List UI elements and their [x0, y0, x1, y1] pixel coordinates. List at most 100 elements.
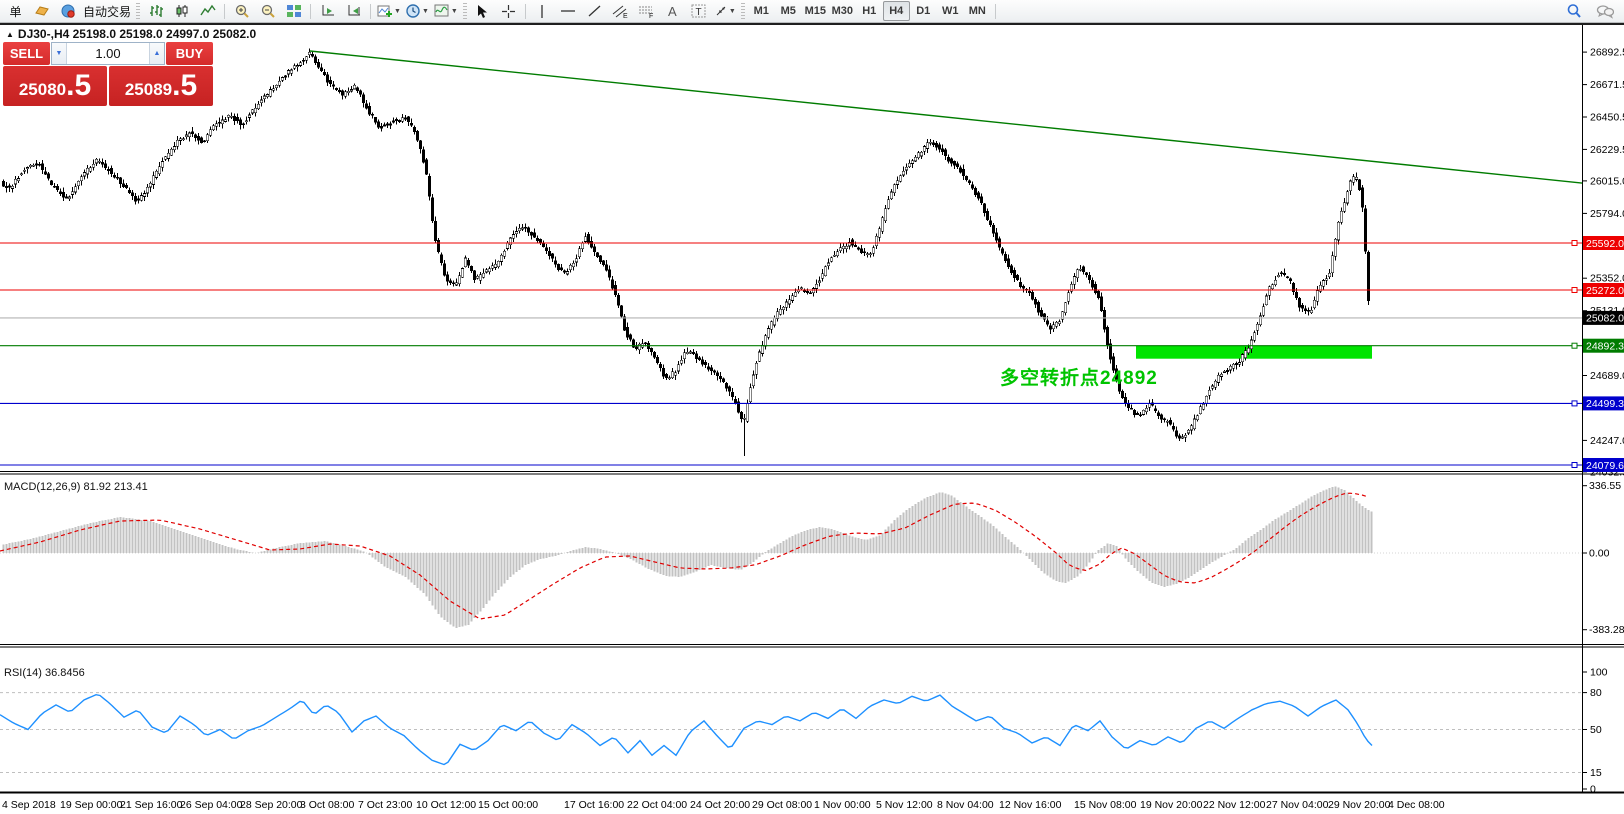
timeframe-mn[interactable]: MN: [968, 5, 986, 17]
toolbar-separator: [310, 3, 312, 19]
svg-text:19 Nov 20:00: 19 Nov 20:00: [1140, 799, 1203, 811]
toolbar-separator: [524, 3, 526, 19]
rsi-indicator-label: RSI(14) 36.8456: [4, 667, 85, 679]
line-handle[interactable]: [1571, 287, 1578, 293]
svg-text:26450.5: 26450.5: [1590, 112, 1624, 124]
channel-letter: E: [623, 13, 628, 19]
autotrading-icon[interactable]: [55, 1, 80, 22]
new-chart-icon[interactable]: ▼: [375, 1, 403, 22]
toolbar-grip: [136, 3, 141, 19]
trendline-tool-icon[interactable]: [582, 1, 607, 22]
macd-histogram: [2, 486, 1373, 628]
svg-text:24689.0: 24689.0: [1590, 370, 1624, 382]
timeframe-m5[interactable]: M5: [780, 5, 796, 17]
timeframe-w1[interactable]: W1: [942, 5, 959, 17]
tile-windows-icon[interactable]: [281, 1, 306, 22]
price-axis[interactable]: 26892.5 26671.5 26450.5 26229.5 26015.0 25794…: [1582, 47, 1624, 796]
indicators-icon[interactable]: ▼: [432, 1, 460, 22]
dropdown-caret: ▼: [728, 7, 736, 15]
buy-price[interactable]: 25089 .5: [109, 66, 213, 106]
label-letter: T: [695, 7, 701, 18]
dropdown-caret: ▼: [421, 7, 429, 15]
bar-chart-mode-icon[interactable]: [143, 1, 168, 22]
sell-button[interactable]: SELL: [3, 42, 50, 65]
buy-button[interactable]: BUY: [166, 42, 213, 65]
volume-value[interactable]: 1.00: [95, 46, 121, 61]
text-tool-icon[interactable]: A: [667, 3, 677, 19]
timeframe-h4[interactable]: H4: [882, 1, 910, 21]
timeframe-m1[interactable]: M1: [753, 5, 769, 17]
chat-icon[interactable]: [1592, 1, 1617, 22]
buy-price-main: 25089: [124, 80, 173, 99]
svg-text:8 Nov 04:00: 8 Nov 04:00: [937, 799, 994, 811]
svg-text:25272.0: 25272.0: [1586, 285, 1624, 297]
candlestick-mode-icon[interactable]: [169, 1, 194, 22]
timeframe-m30[interactable]: M30: [831, 5, 853, 17]
fibonacci-tool-icon[interactable]: F: [634, 1, 659, 22]
sell-price[interactable]: 25080 .5: [3, 66, 107, 106]
svg-text:1 Nov 00:00: 1 Nov 00:00: [814, 799, 871, 811]
svg-text:29 Oct 08:00: 29 Oct 08:00: [752, 799, 812, 811]
svg-text:336.55: 336.55: [1589, 480, 1621, 492]
autotrading-label[interactable]: 自动交易: [83, 4, 132, 19]
new-order-icon[interactable]: [29, 1, 54, 22]
toolbar-grip: [462, 3, 467, 19]
svg-text:24079.6: 24079.6: [1586, 460, 1624, 472]
line-handle[interactable]: [1571, 342, 1578, 349]
line-handle[interactable]: [1571, 240, 1578, 246]
svg-text:25592.0: 25592.0: [1586, 238, 1624, 250]
arrows-tool-icon[interactable]: ▼: [712, 1, 738, 22]
svg-text:17 Oct 16:00: 17 Oct 16:00: [564, 799, 624, 811]
volume-decrease-button[interactable]: ▼: [52, 43, 67, 64]
svg-text:25794.0: 25794.0: [1590, 208, 1624, 220]
auto-scroll-icon[interactable]: [315, 1, 340, 22]
sell-price-main: 25080: [18, 80, 67, 99]
volume-increase-button[interactable]: ▲: [149, 43, 164, 64]
period-clock-icon[interactable]: ▼: [404, 1, 431, 22]
svg-text:24247.0: 24247.0: [1590, 435, 1624, 447]
crosshair-tool-icon[interactable]: [496, 1, 521, 22]
label-tool-icon[interactable]: T: [686, 1, 711, 22]
svg-text:29 Nov 20:00: 29 Nov 20:00: [1328, 799, 1391, 811]
svg-text:4 Sep 2018: 4 Sep 2018: [2, 799, 56, 811]
chart-title-text: DJ30-,H4 25198.0 25198.0 24997.0 25082.0: [17, 27, 257, 41]
svg-text:100: 100: [1590, 667, 1608, 679]
vertical-line-tool-icon[interactable]: [530, 1, 555, 22]
svg-text:-383.28: -383.28: [1589, 624, 1624, 636]
svg-text:80: 80: [1590, 687, 1602, 699]
svg-text:10 Oct 12:00: 10 Oct 12:00: [416, 799, 476, 811]
line-chart-mode-icon[interactable]: [195, 1, 220, 22]
timeframe-group: M1 M5 M15 M30 H1 H4 D1 W1 MN: [748, 1, 991, 21]
collapse-triangle-icon[interactable]: ▲: [6, 29, 14, 39]
buy-price-frac: .5: [172, 69, 198, 102]
timeframe-m15[interactable]: M15: [804, 5, 826, 17]
line-handle[interactable]: [1571, 462, 1578, 468]
toolbar-separator: [370, 3, 372, 19]
zoom-out-icon[interactable]: [255, 1, 280, 22]
svg-text:28 Sep 20:00: 28 Sep 20:00: [240, 799, 303, 811]
timeframe-h1[interactable]: H1: [862, 5, 877, 17]
timeframe-d1[interactable]: D1: [916, 5, 931, 17]
price-label-25592.0: [1583, 236, 1624, 250]
new-order-button[interactable]: 单: [9, 4, 22, 19]
search-icon[interactable]: [1561, 1, 1586, 22]
svg-text:0: 0: [1590, 784, 1596, 796]
cursor-tool-icon[interactable]: [470, 1, 495, 22]
channel-tool-icon[interactable]: E: [608, 1, 633, 22]
pivot-annotation: 多空转折点24892: [1000, 368, 1158, 389]
toolbar: 单 自动交易: [0, 0, 1624, 23]
horizontal-line-tool-icon[interactable]: [556, 1, 581, 22]
svg-text:22 Nov 12:00: 22 Nov 12:00: [1203, 799, 1266, 811]
line-handle[interactable]: [1571, 400, 1578, 407]
rsi-pane: [0, 692, 1582, 773]
svg-text:12 Nov 16:00: 12 Nov 16:00: [999, 799, 1062, 811]
macd-signal-line: [0, 492, 1369, 620]
zoom-in-icon[interactable]: [229, 1, 254, 22]
svg-text:3 Oct 08:00: 3 Oct 08:00: [300, 799, 354, 811]
chart-shift-icon[interactable]: [341, 1, 366, 22]
descending-trendline[interactable]: [309, 50, 1582, 184]
price-label-25272.0: [1583, 283, 1624, 297]
